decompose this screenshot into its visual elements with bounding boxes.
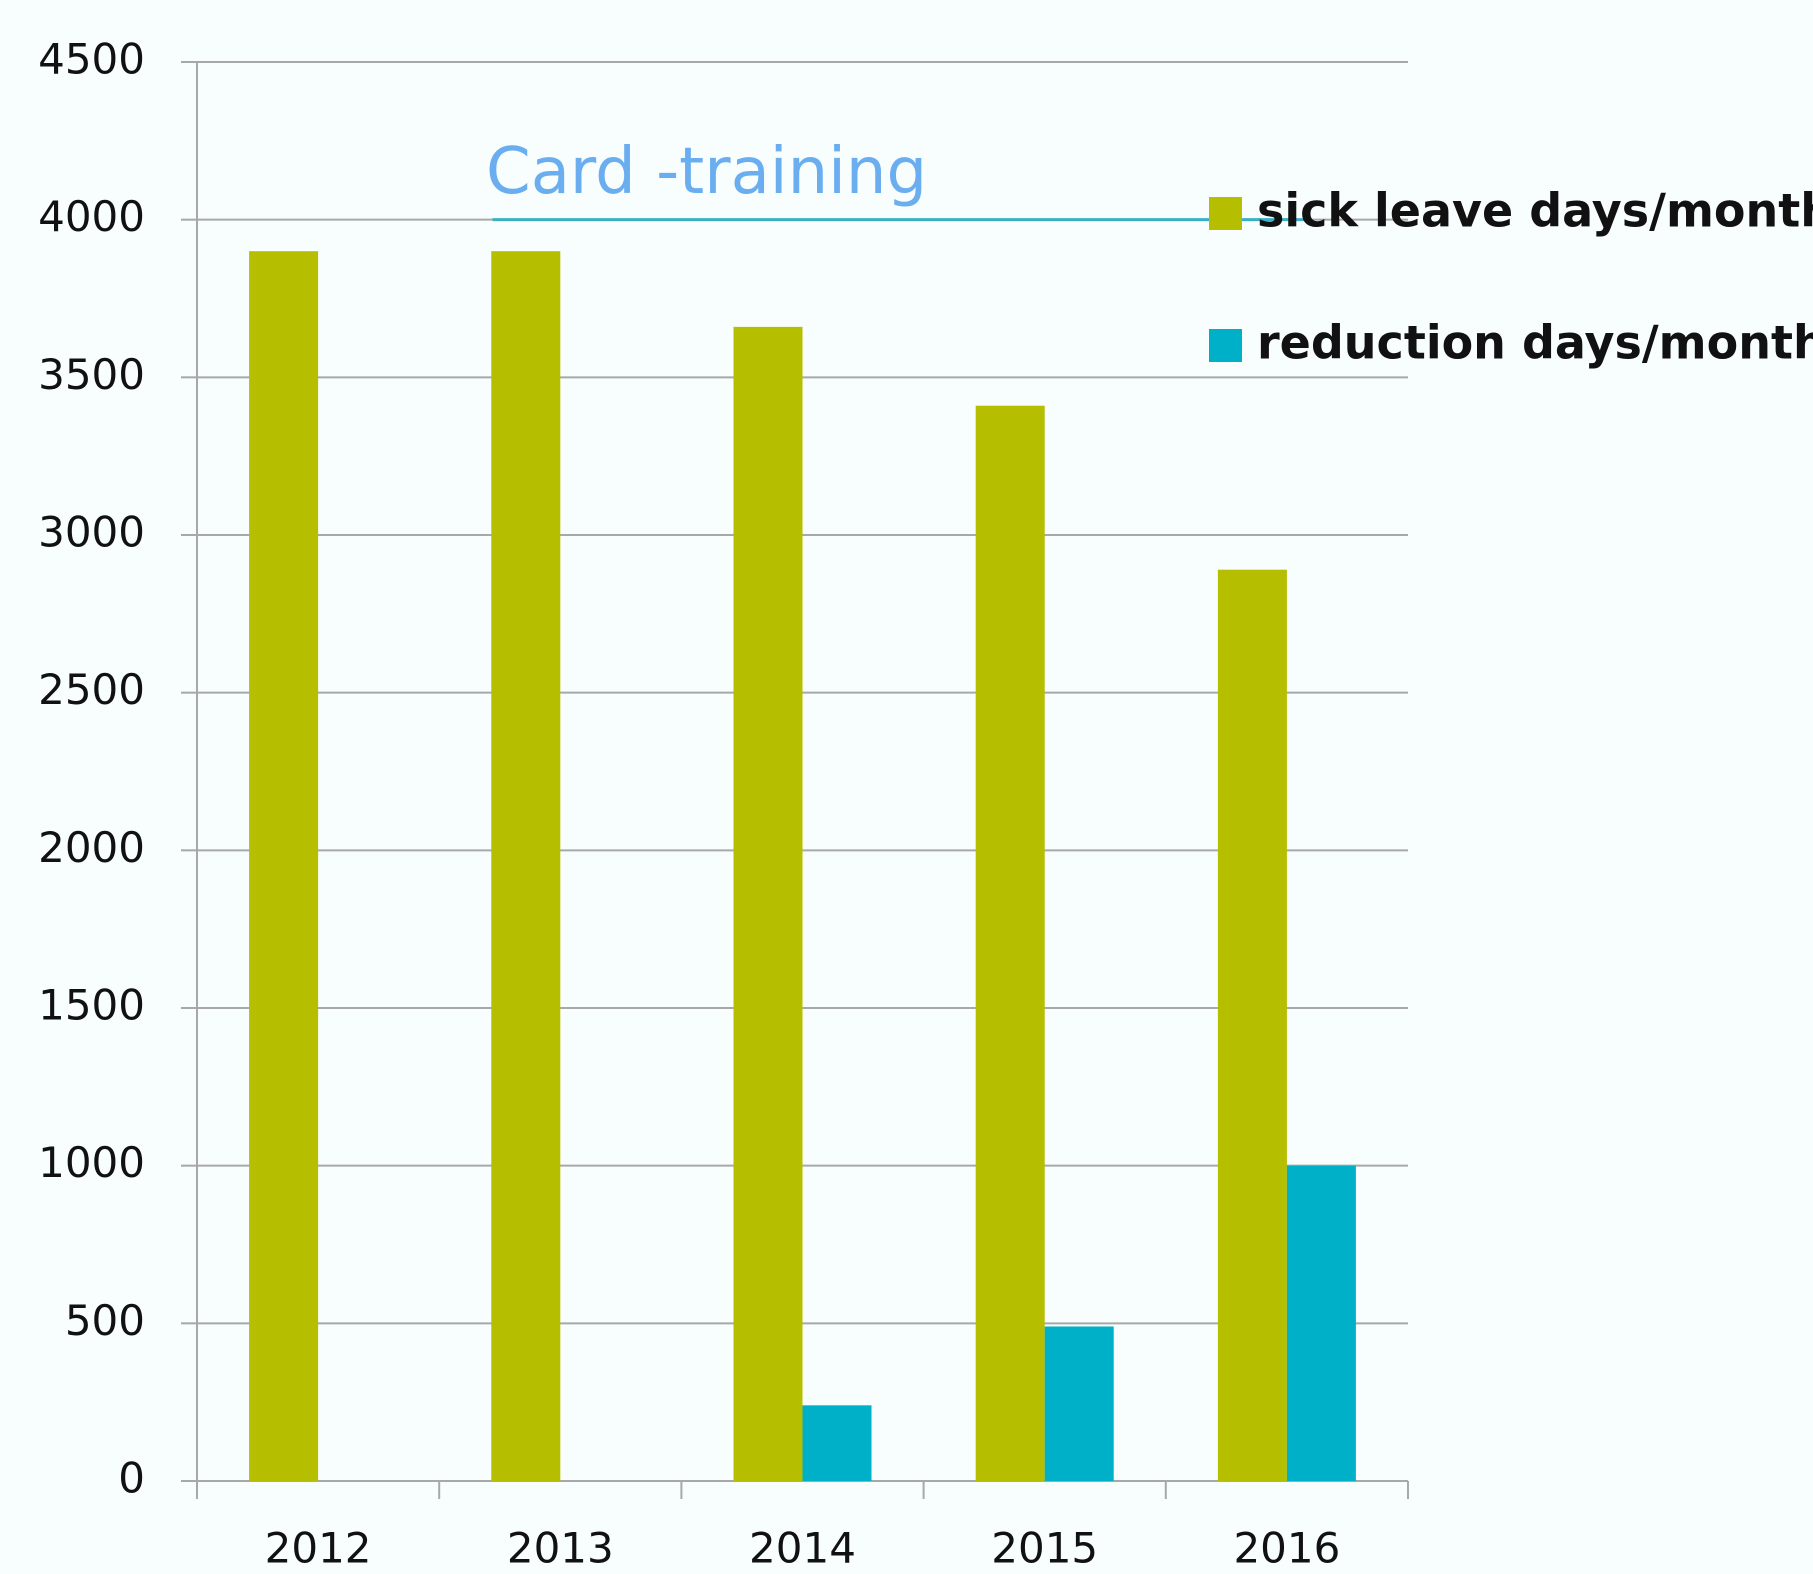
y-tick-label: 3500 <box>38 350 145 399</box>
y-tick-label: 3000 <box>38 508 145 557</box>
annotation-text: Card -training <box>486 135 927 209</box>
x-tick-label: 2014 <box>749 1524 856 1573</box>
x-tick-label: 2016 <box>1233 1524 1340 1573</box>
bar <box>491 251 561 1482</box>
legend-label: reduction days/month <box>1257 316 1813 370</box>
bar <box>733 326 803 1481</box>
bar <box>249 251 319 1482</box>
y-tick-label: 4000 <box>38 192 145 241</box>
y-tick-label: 2500 <box>38 665 145 714</box>
y-tick-label: 1000 <box>38 1138 145 1187</box>
legend-swatch <box>1209 329 1242 362</box>
bar <box>975 405 1045 1481</box>
legend-swatch <box>1209 197 1242 230</box>
legend-label: sick leave days/month <box>1257 184 1813 238</box>
y-tick-label: 2000 <box>38 823 145 872</box>
bar <box>1217 569 1287 1481</box>
x-tick-label: 2013 <box>507 1524 614 1573</box>
bar <box>1286 1165 1356 1481</box>
y-tick-label: 1500 <box>38 981 145 1030</box>
x-tick-label: 2015 <box>991 1524 1098 1573</box>
y-tick-label: 500 <box>65 1296 145 1345</box>
y-tick-label: 0 <box>118 1454 145 1503</box>
x-tick-label: 2012 <box>265 1524 372 1573</box>
bar <box>802 1405 872 1481</box>
bar <box>1044 1326 1114 1481</box>
y-tick-label: 4500 <box>38 35 145 84</box>
